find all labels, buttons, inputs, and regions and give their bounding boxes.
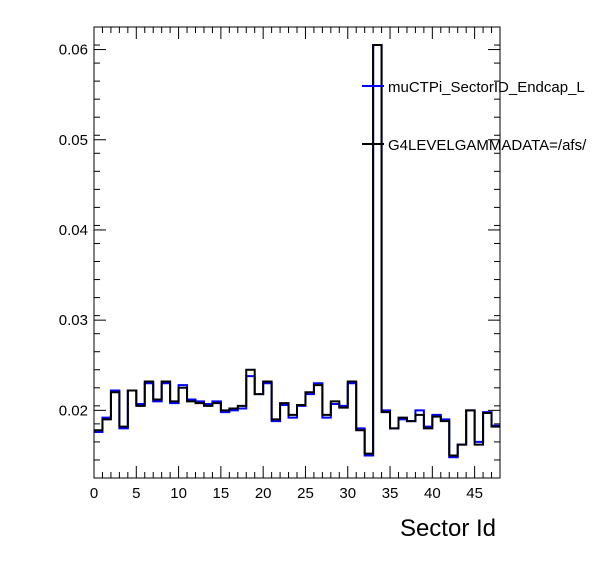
x-tick-label: 40: [424, 485, 441, 502]
y-tick-label: 0.04: [59, 222, 88, 239]
x-tick-label: 30: [339, 485, 356, 502]
x-tick-label: 5: [132, 485, 140, 502]
x-tick-label: 35: [382, 485, 399, 502]
series-layer: [94, 44, 500, 459]
series-line-1: [94, 44, 500, 459]
legend-label-1: muCTPi_SectorID_Endcap_L: [388, 79, 585, 96]
y-tick-label: 0.02: [59, 402, 88, 419]
x-axis-label: Sector Id: [400, 515, 496, 542]
x-tick-label: 15: [213, 485, 230, 502]
y-tick-label: 0.05: [59, 132, 88, 149]
x-tick-label: 45: [466, 485, 483, 502]
x-tick-label: 0: [90, 485, 98, 502]
y-tick-label: 0.06: [59, 42, 88, 59]
x-tick-label: 25: [297, 485, 314, 502]
y-tick-label: 0.03: [59, 312, 88, 329]
legend: muCTPi_SectorID_Endcap_L G4LEVELGAMMADATA…: [362, 79, 587, 154]
axis-layer: 0 5 10 15 20 25 30 35 40 45 0.02 0.03 0.04 0.05 0.06: [59, 26, 501, 502]
legend-label-2: G4LEVELGAMMADATA=/afs/: [388, 137, 587, 154]
x-tick-label: 10: [170, 485, 187, 502]
series-line-2: [94, 44, 500, 457]
x-tick-label: 20: [255, 485, 272, 502]
